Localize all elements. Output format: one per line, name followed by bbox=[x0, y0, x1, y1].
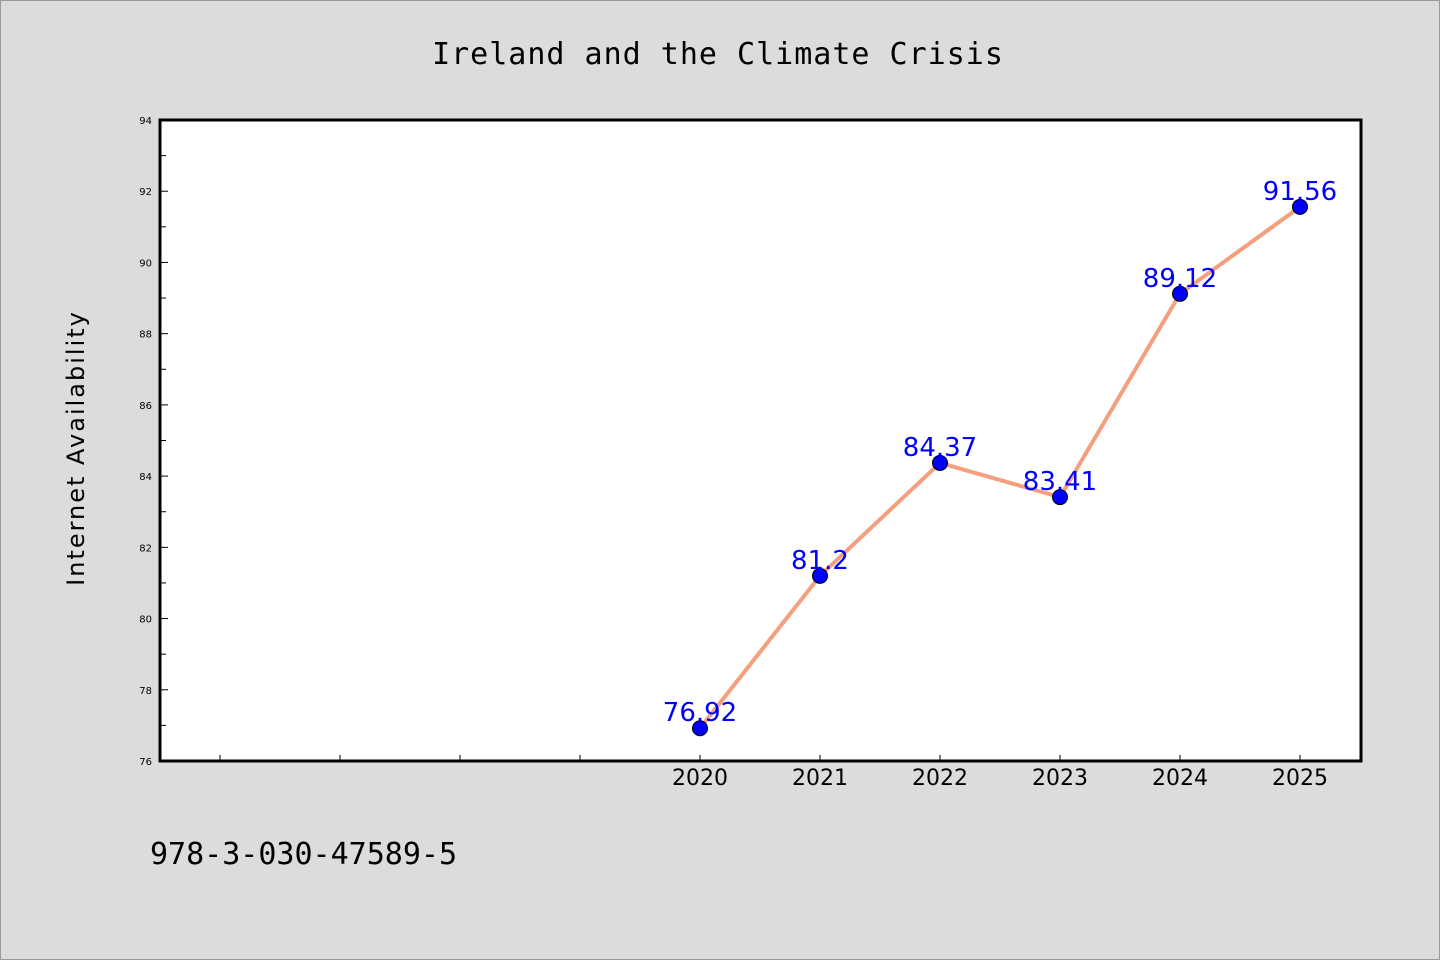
data-point bbox=[1172, 285, 1188, 302]
x-tick-label: 2024 bbox=[1152, 766, 1208, 791]
x-tick-label: 2023 bbox=[1032, 766, 1088, 791]
y-tick-label: 76 bbox=[139, 757, 152, 768]
y-tick-label: 88 bbox=[139, 330, 152, 341]
y-tick-label: 82 bbox=[139, 543, 152, 554]
series-line bbox=[698, 205, 1302, 730]
x-tick-label: 2022 bbox=[912, 766, 968, 791]
x-axis-ticks: 2020 2021 2022 2023 2024 2025 bbox=[219, 755, 1328, 791]
x-tick-label: 2025 bbox=[1272, 766, 1328, 791]
data-point bbox=[692, 720, 708, 737]
x-tick-label: 2021 bbox=[792, 766, 848, 791]
data-label: 84.37 bbox=[903, 433, 977, 463]
data-label: 81.2 bbox=[791, 546, 849, 576]
data-point bbox=[812, 567, 828, 584]
y-tick-label: 80 bbox=[139, 615, 152, 626]
y-tick-label: 94 bbox=[139, 116, 152, 127]
data-label: 91.56 bbox=[1263, 177, 1337, 207]
data-labels: 76.92 81.2 84.37 83.41 89.12 91.56 bbox=[663, 177, 1337, 728]
y-tick-label: 78 bbox=[139, 686, 152, 697]
y-tick-label: 90 bbox=[139, 258, 152, 269]
isbn-text: 978-3-030-47589-5 bbox=[150, 837, 457, 872]
x-tick-label: 2020 bbox=[672, 766, 728, 791]
data-point bbox=[1292, 198, 1308, 215]
y-axis-ticks: 76 78 80 82 84 86 88 90 92 94 bbox=[139, 116, 168, 768]
y-tick-label: 84 bbox=[139, 472, 152, 483]
data-point bbox=[1052, 489, 1068, 506]
y-tick-label: 92 bbox=[139, 187, 152, 198]
data-markers bbox=[692, 198, 1308, 737]
data-label: 89.12 bbox=[1143, 264, 1217, 294]
data-label: 83.41 bbox=[1023, 467, 1097, 497]
chart-title: Ireland and the Climate Crisis bbox=[432, 37, 1004, 72]
data-label: 76.92 bbox=[663, 698, 737, 728]
series-line-group bbox=[698, 205, 1302, 730]
y-axis-label: Internet Availability bbox=[62, 310, 90, 586]
y-tick-label: 86 bbox=[139, 401, 152, 412]
data-point bbox=[932, 454, 948, 471]
plot-area bbox=[158, 118, 1363, 763]
